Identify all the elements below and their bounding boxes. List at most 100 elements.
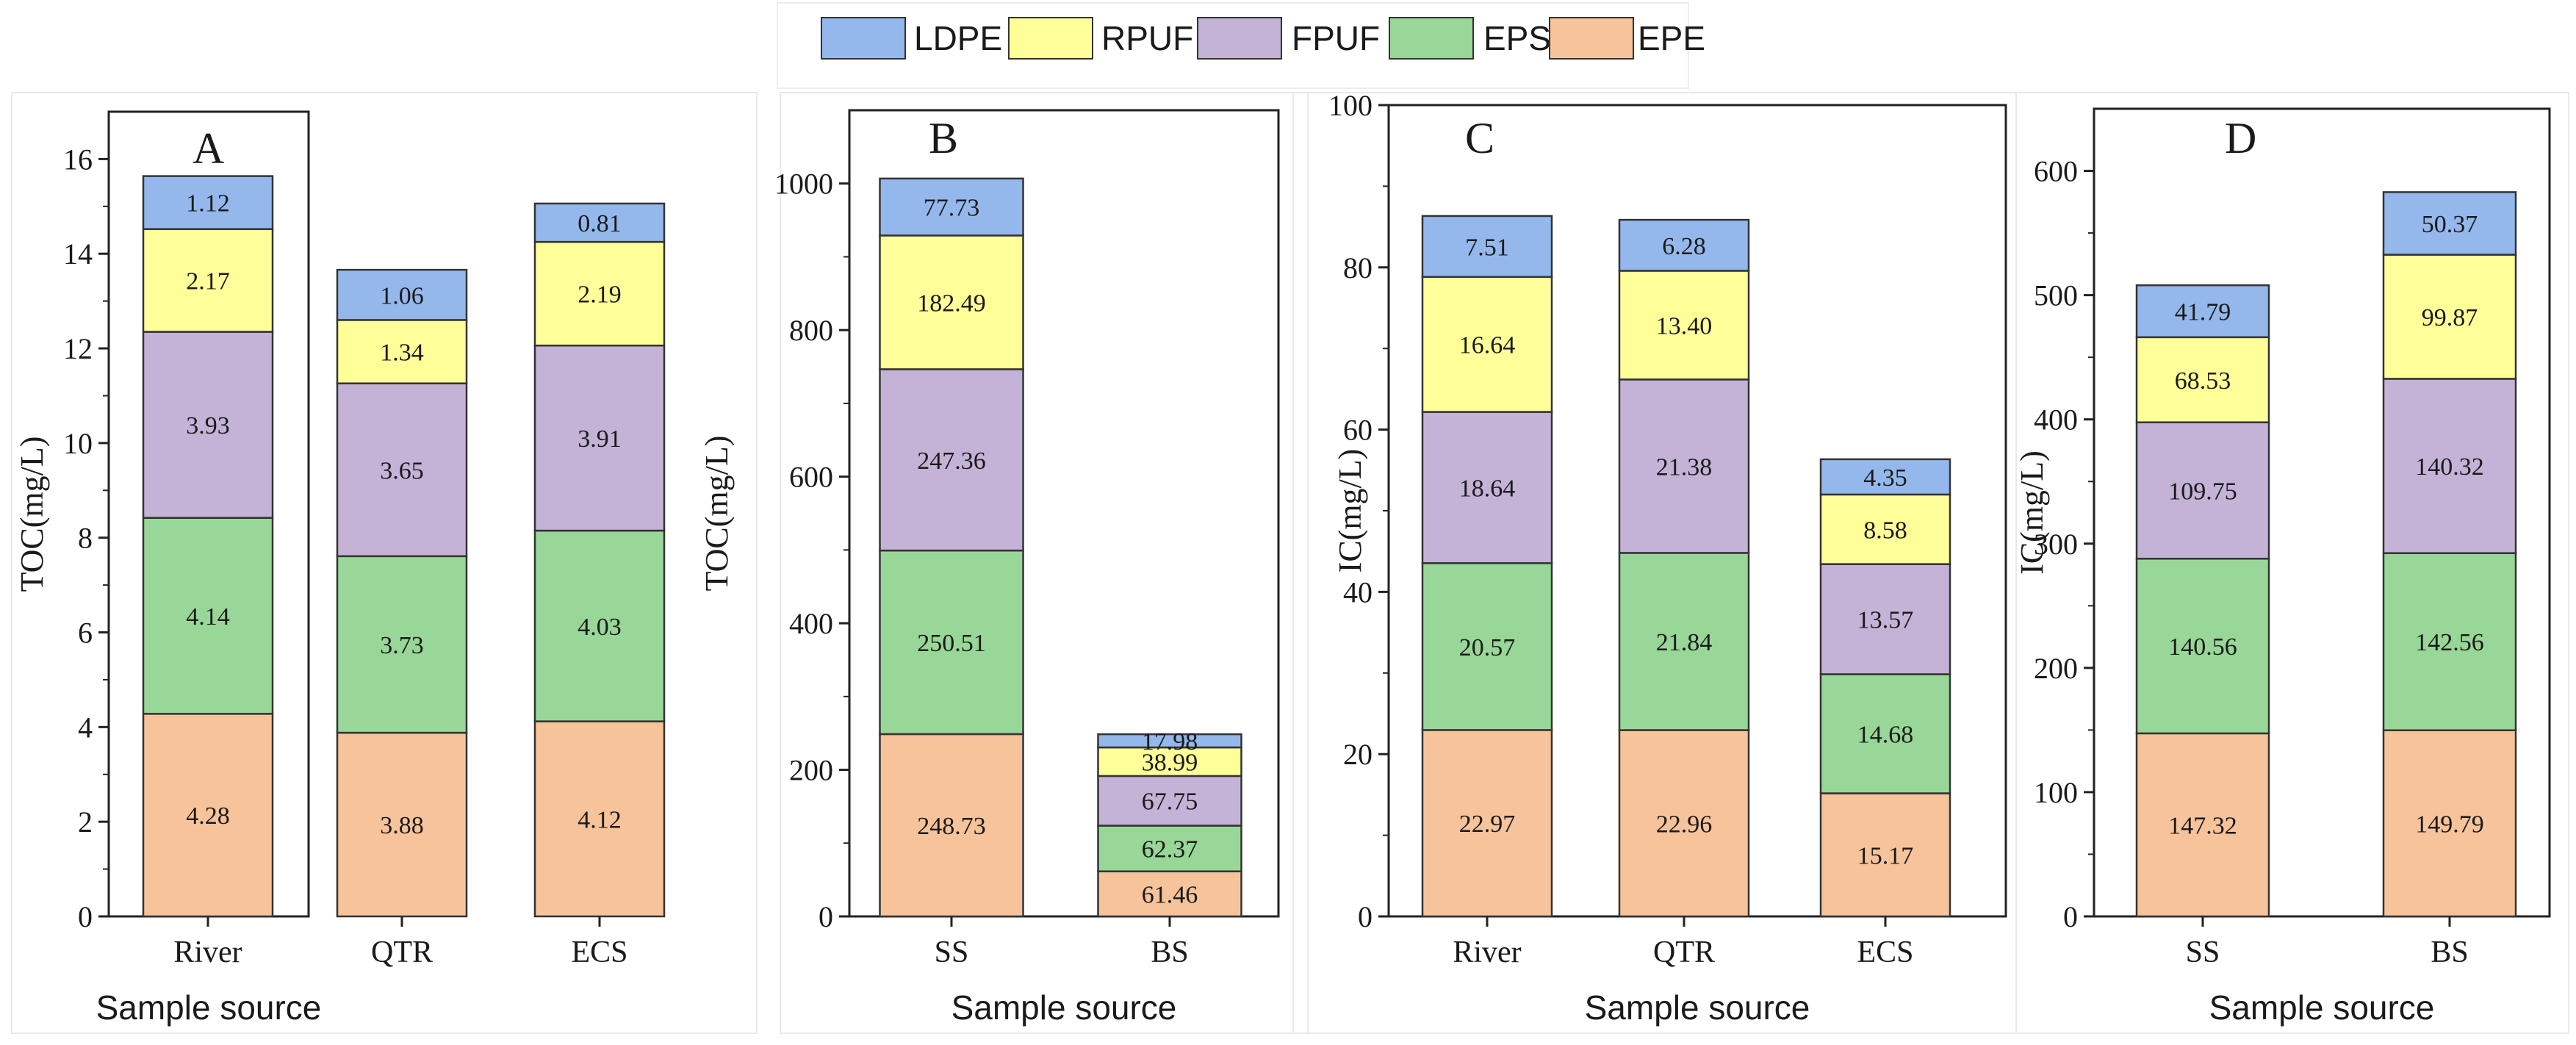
- bar-segment-rpuf: [142, 228, 274, 333]
- data-label-fpuf: 18.64: [1459, 475, 1516, 502]
- bar-segment-ldpe: [2135, 284, 2270, 339]
- data-label-epe: 149.79: [2415, 811, 2484, 838]
- data-label-rpuf: 38.99: [1142, 750, 1198, 777]
- bar-segment-eps: [142, 517, 274, 715]
- data-label-epe: 4.28: [186, 802, 230, 830]
- bar-segment-ldpe: [1421, 215, 1553, 279]
- bar-segment-eps: [1421, 562, 1553, 731]
- x-tick-label: River: [1453, 936, 1521, 969]
- bar-segment-rpuf: [2135, 336, 2270, 423]
- y-tick-label: 10: [63, 427, 93, 460]
- y-tick-label: 200: [789, 754, 833, 787]
- y-axis-label: TOC(mg/L): [14, 437, 50, 592]
- y-axis-label: IC(mg/L): [1332, 449, 1368, 573]
- data-label-fpuf: 3.65: [380, 457, 424, 484]
- panel-frame: [780, 92, 1309, 1034]
- x-tick-label: SS: [2186, 936, 2220, 969]
- y-tick-label: 20: [1343, 738, 1372, 771]
- data-label-rpuf: 2.17: [186, 268, 230, 295]
- bar-segment-fpuf: [1618, 378, 1750, 554]
- panel-b: 0 200 400 600 800 1000 TOC(mg/L) B 248.73 250.51 2…: [699, 92, 1309, 1034]
- y-tick-label: 300: [2034, 528, 2078, 561]
- data-label-eps: 4.03: [578, 614, 622, 641]
- y-tick-label: 0: [1358, 900, 1372, 933]
- data-label-ldpe: 7.51: [1465, 234, 1509, 261]
- x-tick-label: ECS: [1857, 936, 1913, 969]
- data-label-epe: 248.73: [917, 813, 986, 840]
- legend-label-epe: EPE: [1638, 19, 1705, 57]
- bar-segment-rpuf: [1618, 270, 1750, 381]
- data-label-fpuf: 3.93: [186, 412, 230, 439]
- data-label-eps: 142.56: [2415, 629, 2484, 656]
- y-tick-label: 400: [789, 607, 833, 640]
- bar-segment-eps: [1618, 552, 1750, 731]
- data-label-eps: 3.73: [380, 632, 424, 659]
- bar-segment-fpuf: [336, 382, 468, 558]
- y-tick-label: 400: [2034, 403, 2078, 437]
- data-label-rpuf: 16.64: [1459, 332, 1516, 359]
- data-label-fpuf: 140.32: [2415, 453, 2484, 481]
- bar-segment-rpuf: [2382, 254, 2517, 380]
- data-label-eps: 14.68: [1857, 721, 1914, 748]
- legend-label-eps: EPS: [1483, 19, 1551, 57]
- bar-segment-fpuf: [142, 331, 274, 519]
- data-label-eps: 20.57: [1459, 634, 1516, 661]
- chart-panels: 0 2 4 6 8 10 12 14 16 TOC(mg/L) A 4.28 4.14 3.93 2.17 1…: [11, 89, 2569, 1034]
- legend: LDPE RPUF FPUF EPS EPE: [777, 2, 1705, 89]
- bar-segment-rpuf: [879, 234, 1024, 370]
- data-label-ldpe: 4.35: [1863, 464, 1907, 492]
- bar-segment-eps: [2135, 558, 2270, 735]
- bar-segment-eps: [1097, 825, 1242, 872]
- x-tick-label: River: [173, 936, 242, 969]
- bar-segment-epe: [336, 731, 468, 918]
- panel-title: C: [1465, 114, 1494, 162]
- panel-a: 0 2 4 6 8 10 12 14 16 TOC(mg/L) A 4.28 4.14 3.93 2.17 1…: [11, 92, 758, 1034]
- bar-segment-fpuf: [1819, 563, 1951, 675]
- legend-swatch-fpuf: [1197, 17, 1282, 60]
- x-tick-label: SS: [935, 936, 969, 969]
- bar-segment-epe: [1618, 729, 1750, 918]
- data-label-rpuf: 8.58: [1863, 517, 1907, 544]
- bar-segment-epe: [2135, 732, 2270, 918]
- bar-segment-epe: [142, 713, 274, 918]
- data-label-epe: 22.96: [1656, 811, 1713, 838]
- panel-frame: [2015, 92, 2569, 1034]
- y-tick-label: 14: [63, 237, 93, 270]
- panel-title: A: [193, 124, 224, 173]
- y-tick-label: 200: [2034, 652, 2078, 685]
- data-label-eps: 62.37: [1142, 836, 1198, 863]
- y-tick-label: 100: [2034, 776, 2078, 809]
- y-tick-label: 40: [1343, 575, 1372, 608]
- data-label-fpuf: 13.57: [1857, 607, 1914, 634]
- panel-title: B: [929, 114, 958, 162]
- legend-label-rpuf: RPUF: [1101, 19, 1193, 57]
- data-label-rpuf: 99.87: [2422, 304, 2478, 331]
- bar-segment-eps: [2382, 552, 2517, 731]
- data-label-epe: 3.88: [380, 812, 424, 839]
- data-label-eps: 4.14: [186, 603, 230, 631]
- x-tick-label: BS: [1151, 936, 1188, 969]
- data-label-rpuf: 68.53: [2175, 367, 2231, 395]
- x-tick-label: ECS: [571, 936, 627, 969]
- data-label-ldpe: 1.06: [380, 282, 424, 309]
- data-label-epe: 4.12: [578, 806, 622, 833]
- data-label-fpuf: 21.38: [1656, 453, 1713, 481]
- bar-segment-epe: [2382, 729, 2517, 918]
- plot-area: [2093, 107, 2551, 918]
- bar-segment-ldpe: [2382, 191, 2517, 256]
- bar-segment-epe: [1421, 729, 1553, 918]
- legend-label-fpuf: FPUF: [1292, 19, 1380, 57]
- bar-segment-rpuf: [533, 240, 666, 347]
- bar-segment-rpuf: [1819, 493, 1951, 565]
- y-tick-label: 60: [1343, 414, 1372, 447]
- y-tick-label: 8: [78, 522, 93, 555]
- bar-segment-fpuf: [1097, 775, 1242, 827]
- data-label-rpuf: 2.19: [578, 281, 622, 309]
- y-axis-label: TOC(mg/L): [699, 436, 735, 592]
- plot-area: [848, 109, 1280, 918]
- bar-segment-epe: [879, 733, 1024, 918]
- x-tick-label: BS: [2431, 936, 2468, 969]
- x-axis-label: Sample source: [1585, 988, 1810, 1027]
- legend-swatch-rpuf: [1008, 17, 1093, 60]
